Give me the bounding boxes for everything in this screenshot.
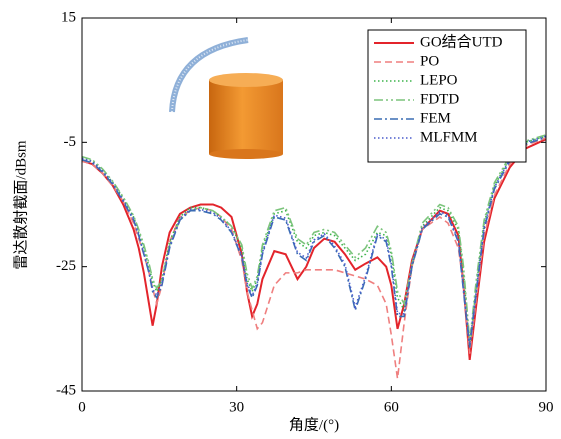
- inset-model: [169, 37, 283, 159]
- y-tick-label: -45: [56, 382, 76, 398]
- cylinder-top: [209, 73, 283, 87]
- legend-label: LEPO: [420, 72, 458, 88]
- x-tick-label: 60: [384, 399, 399, 415]
- legend-label: PO: [420, 53, 439, 69]
- x-tick-label: 90: [539, 399, 554, 415]
- y-tick-label: -5: [64, 134, 77, 150]
- legend-label: GO结合UTD: [420, 33, 503, 50]
- series-line: [81, 137, 547, 379]
- cylinder-bottom: [209, 149, 283, 159]
- legend-label: FEM: [420, 110, 451, 126]
- x-tick-label: 30: [229, 399, 244, 415]
- plot-area: [81, 134, 547, 379]
- legend: GO结合UTD PO LEPO FDTD FEM MLFMM: [374, 33, 503, 145]
- cylinder-body: [209, 80, 283, 154]
- y-axis-label: 雷达散射截面/dBsm: [12, 140, 29, 270]
- x-tick-label: 0: [78, 399, 86, 415]
- series-line: [81, 135, 547, 348]
- axes-frame: [81, 17, 547, 392]
- y-tick-label: -25: [56, 258, 76, 274]
- x-axis-label: 角度/(°): [289, 416, 339, 433]
- series-line: [81, 134, 547, 342]
- legend-label: MLFMM: [420, 129, 478, 145]
- series-line: [81, 138, 547, 361]
- legend-label: FDTD: [420, 91, 459, 107]
- arc-mesh: [171, 39, 249, 113]
- series-line: [81, 135, 547, 345]
- legend-box: [367, 29, 527, 163]
- y-tick-label: 15: [61, 9, 76, 25]
